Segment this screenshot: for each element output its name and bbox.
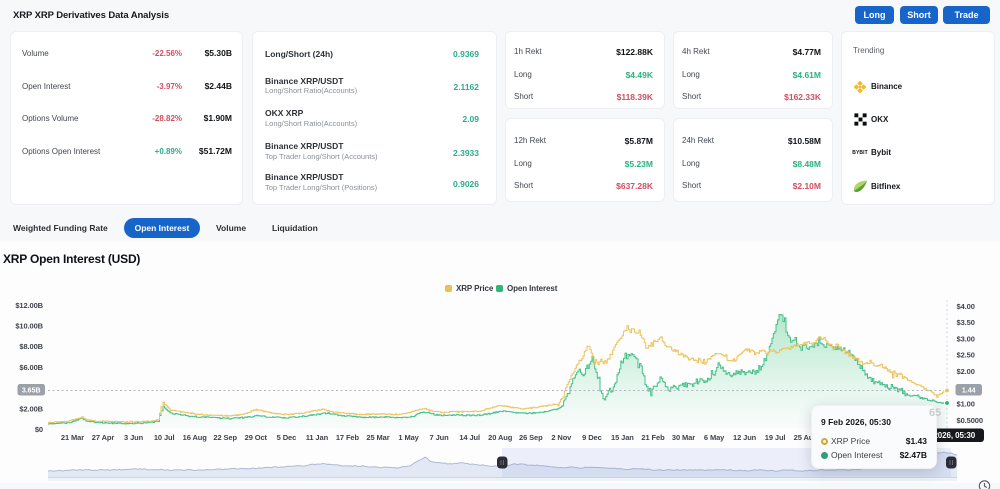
- svg-text:$10.00B: $10.00B: [15, 322, 43, 331]
- svg-text:6 May: 6 May: [704, 433, 725, 442]
- svg-text:25 Aug: 25 Aug: [794, 433, 819, 442]
- svg-text:10 Jul: 10 Jul: [154, 433, 175, 442]
- svg-text:27 Apr: 27 Apr: [92, 433, 115, 442]
- svg-text:5 Dec: 5 Dec: [277, 433, 297, 442]
- svg-text:20 Aug: 20 Aug: [488, 433, 513, 442]
- svg-text:9 Dec: 9 Dec: [582, 433, 602, 442]
- svg-text:9 Feb 2026, 05:30: 9 Feb 2026, 05:30: [911, 431, 976, 440]
- svg-text:$1.00: $1.00: [957, 400, 975, 409]
- svg-text:$0: $0: [35, 425, 43, 434]
- svg-text:21 Mar: 21 Mar: [61, 433, 84, 442]
- svg-text:21 Feb: 21 Feb: [641, 433, 665, 442]
- svg-text:7 Jun: 7 Jun: [430, 433, 450, 442]
- svg-text:$0.5000: $0.5000: [957, 416, 983, 425]
- svg-text:$3.50: $3.50: [957, 318, 975, 327]
- svg-text:22 Sep: 22 Sep: [213, 433, 237, 442]
- svg-text:17 Feb: 17 Feb: [336, 433, 360, 442]
- svg-text:$12.00B: $12.00B: [15, 301, 43, 310]
- svg-text:3.65B: 3.65B: [22, 387, 41, 394]
- svg-text:25 Mar: 25 Mar: [366, 433, 389, 442]
- svg-text:16 Aug: 16 Aug: [183, 433, 208, 442]
- svg-text:$4.00: $4.00: [957, 302, 975, 311]
- svg-text:19 Jul: 19 Jul: [765, 433, 786, 442]
- svg-text:$2.00: $2.00: [957, 367, 975, 376]
- svg-text:12 Jun: 12 Jun: [733, 433, 757, 442]
- svg-text:3 Jun: 3 Jun: [124, 433, 144, 442]
- svg-text:15 Jan: 15 Jan: [611, 433, 634, 442]
- svg-text:30 Mar: 30 Mar: [672, 433, 695, 442]
- svg-text:$6.00B: $6.00B: [19, 363, 43, 372]
- svg-text:29 Oct: 29 Oct: [245, 433, 268, 442]
- svg-text:2 Nov: 2 Nov: [551, 433, 572, 442]
- svg-text:26 Sep: 26 Sep: [519, 433, 543, 442]
- svg-text:1 May: 1 May: [398, 433, 419, 442]
- svg-text:1.44: 1.44: [962, 387, 976, 394]
- svg-text:$8.00B: $8.00B: [19, 342, 43, 351]
- svg-text:$3.00: $3.00: [957, 334, 975, 343]
- svg-text:14 Jul: 14 Jul: [459, 433, 480, 442]
- svg-text:$2.00B: $2.00B: [19, 404, 43, 413]
- svg-text:$2.50: $2.50: [957, 351, 975, 360]
- svg-text:11 Jan: 11 Jan: [306, 433, 329, 442]
